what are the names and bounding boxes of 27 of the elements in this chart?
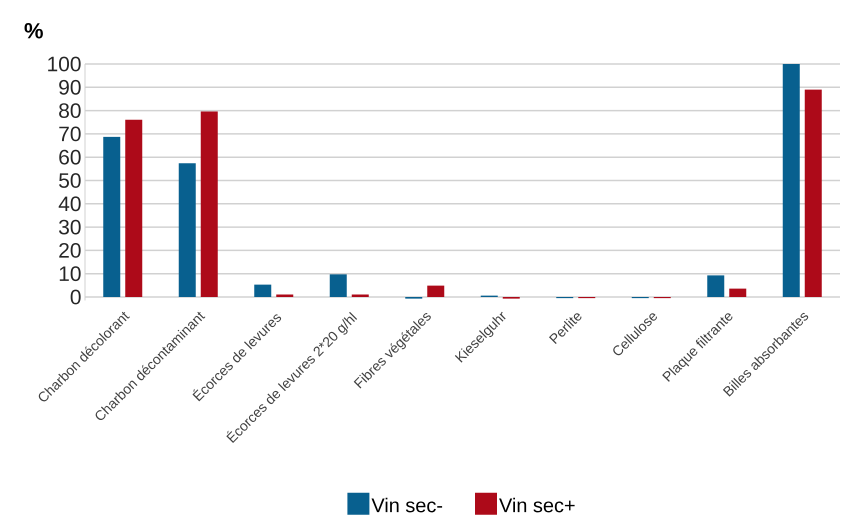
y-tick-label: 30 [59,220,81,235]
bar [254,284,272,298]
bar [276,294,294,298]
bar [178,163,196,298]
y-tick-label: 40 [58,196,81,212]
y-tick-label: 70 [59,126,81,142]
y-tick-label: 80 [59,103,81,118]
bar [125,120,142,298]
bar [427,286,444,298]
bar [103,136,120,298]
y-tick-label: 0 [70,290,81,304]
y-tick-label: 10 [60,266,81,282]
y-tick-label: 20 [59,242,81,258]
y-tick-label: 100 [48,56,81,72]
legend-label: Vin sec+ [499,498,575,512]
bar [729,288,746,298]
bar [330,274,347,298]
y-tick-label: 90 [59,80,81,95]
bar [200,112,218,298]
legend-label: Vin sec- [371,498,442,512]
y-tick-label: 50 [59,173,81,188]
bar [782,64,800,298]
y-axis-title: % [24,23,43,38]
y-tick-label: 60 [59,150,81,165]
bar [352,294,369,298]
bar [804,90,822,298]
bar [707,275,724,298]
